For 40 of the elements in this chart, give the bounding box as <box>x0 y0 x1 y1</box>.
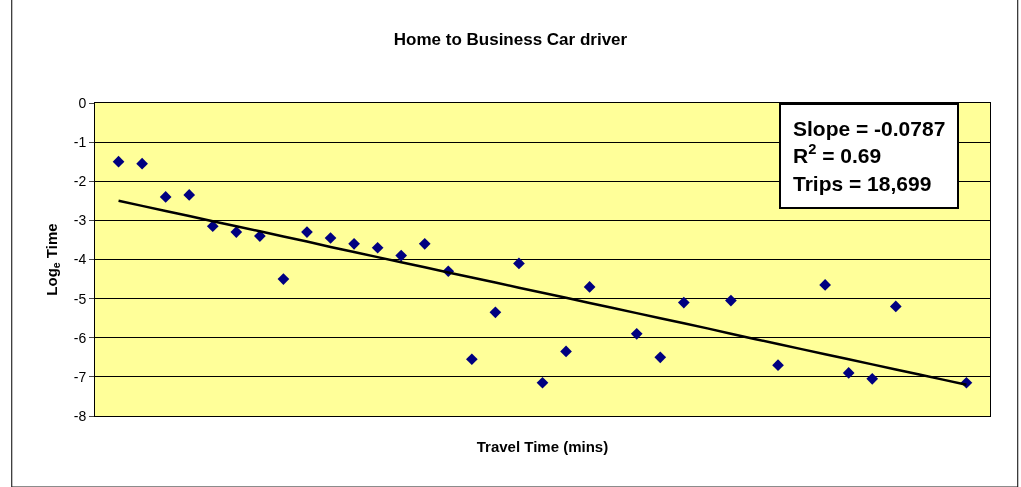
point <box>112 155 125 168</box>
annotation: Slope = -0.0787 <box>793 117 946 140</box>
y-tick-label: -5 <box>73 290 87 307</box>
point <box>583 281 596 293</box>
point <box>654 351 667 364</box>
point <box>136 157 148 170</box>
y-tick-label: -3 <box>73 212 87 229</box>
point <box>677 296 690 309</box>
point <box>866 372 879 385</box>
point <box>277 273 290 285</box>
point <box>324 232 337 244</box>
point <box>772 359 784 371</box>
point <box>725 294 737 307</box>
y-tick-label: 0 <box>78 94 87 111</box>
point <box>418 238 431 250</box>
point <box>513 257 525 270</box>
y-tick-label: -4 <box>73 251 87 268</box>
y-tick-label: -6 <box>73 329 87 346</box>
point <box>395 249 408 262</box>
point <box>465 353 478 366</box>
x-axis-title: Travel Time (mins) <box>476 438 609 455</box>
point <box>889 300 902 313</box>
annotation: R$^{2}$ = 0.69 <box>793 141 882 168</box>
point <box>819 279 831 291</box>
y-tick-label: -1 <box>73 134 87 151</box>
point <box>489 306 502 319</box>
point <box>560 345 572 358</box>
y-tick-label: -7 <box>73 368 87 385</box>
y-tick-label: -8 <box>73 407 87 424</box>
y-tick-label: -2 <box>73 173 87 190</box>
point <box>371 241 384 254</box>
point <box>230 226 243 238</box>
point <box>183 189 196 201</box>
annotation: Trips = 18,699 <box>793 171 932 195</box>
point <box>842 367 855 379</box>
point <box>159 191 172 203</box>
chart-title: Home to Business Car driver <box>393 29 628 49</box>
point <box>348 238 360 250</box>
point <box>536 376 549 389</box>
point <box>630 327 643 340</box>
